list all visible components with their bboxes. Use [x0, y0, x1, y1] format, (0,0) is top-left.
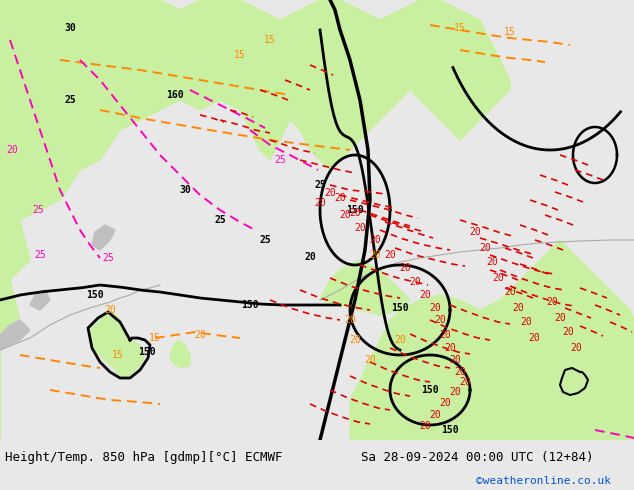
- Text: 20: 20: [6, 145, 18, 155]
- Text: 15: 15: [454, 23, 466, 33]
- Text: 20: 20: [449, 355, 461, 365]
- Text: Sa 28-09-2024 00:00 UTC (12+84): Sa 28-09-2024 00:00 UTC (12+84): [361, 451, 594, 464]
- Text: 15: 15: [234, 50, 246, 60]
- Text: 20: 20: [399, 263, 411, 273]
- Text: 20: 20: [349, 335, 361, 345]
- Text: 20: 20: [469, 227, 481, 237]
- Text: 20: 20: [349, 208, 361, 218]
- Text: ©weatheronline.co.uk: ©weatheronline.co.uk: [476, 476, 611, 486]
- Text: 20: 20: [104, 305, 116, 315]
- Text: 160: 160: [166, 90, 184, 100]
- Text: 20: 20: [344, 315, 356, 325]
- Text: 20: 20: [384, 250, 396, 260]
- Polygon shape: [0, 320, 30, 350]
- Polygon shape: [320, 260, 410, 315]
- Text: 15: 15: [149, 333, 161, 343]
- Text: 20: 20: [394, 335, 406, 345]
- Text: 20: 20: [512, 303, 524, 313]
- Polygon shape: [170, 340, 190, 368]
- Text: 20: 20: [454, 367, 466, 377]
- Text: 30: 30: [64, 23, 76, 33]
- Text: 30: 30: [179, 185, 191, 195]
- Text: 20: 20: [369, 235, 381, 245]
- Text: 150: 150: [86, 290, 104, 300]
- Text: 150: 150: [346, 205, 364, 215]
- Text: 25: 25: [34, 250, 46, 260]
- Text: 20: 20: [334, 193, 346, 203]
- Text: 25: 25: [259, 235, 271, 245]
- Text: 25: 25: [64, 95, 76, 105]
- Text: 20: 20: [409, 277, 421, 287]
- Text: 20: 20: [434, 315, 446, 325]
- Text: 20: 20: [429, 410, 441, 420]
- Text: 20: 20: [444, 343, 456, 353]
- Text: 20: 20: [194, 330, 206, 340]
- Text: 20: 20: [486, 257, 498, 267]
- Text: 150: 150: [391, 303, 409, 313]
- Text: 20: 20: [364, 355, 376, 365]
- Text: 25: 25: [32, 205, 44, 215]
- Text: 20: 20: [339, 210, 351, 220]
- Polygon shape: [92, 225, 115, 250]
- Text: 150: 150: [441, 425, 459, 435]
- Text: 20: 20: [369, 250, 381, 260]
- Text: 25: 25: [274, 155, 286, 165]
- Polygon shape: [0, 0, 510, 440]
- Text: 20: 20: [419, 421, 431, 431]
- Text: 20: 20: [439, 330, 451, 340]
- Polygon shape: [90, 310, 145, 380]
- Text: 20: 20: [570, 343, 582, 353]
- Text: 15: 15: [504, 27, 516, 37]
- Polygon shape: [558, 370, 580, 392]
- Text: 25: 25: [102, 253, 114, 263]
- Text: 150: 150: [241, 300, 259, 310]
- Text: 20: 20: [554, 313, 566, 323]
- Text: 20: 20: [492, 273, 504, 283]
- Text: 150: 150: [421, 385, 439, 395]
- Text: 20: 20: [314, 198, 326, 208]
- Polygon shape: [30, 290, 50, 310]
- Text: 20: 20: [324, 188, 336, 198]
- Text: 20: 20: [520, 317, 532, 327]
- Text: 20: 20: [546, 297, 558, 307]
- Text: 20: 20: [504, 287, 516, 297]
- Text: 20: 20: [419, 290, 431, 300]
- Polygon shape: [350, 240, 634, 440]
- Text: 15: 15: [112, 350, 124, 360]
- Text: 20: 20: [528, 333, 540, 343]
- Text: Height/Temp. 850 hPa [gdmp][°C] ECMWF: Height/Temp. 850 hPa [gdmp][°C] ECMWF: [5, 451, 283, 464]
- Text: 25: 25: [314, 180, 326, 190]
- Text: 20: 20: [354, 223, 366, 233]
- Text: 20: 20: [429, 303, 441, 313]
- Text: 20: 20: [439, 398, 451, 408]
- Text: 20: 20: [304, 252, 316, 262]
- Text: 25: 25: [214, 215, 226, 225]
- Text: 20: 20: [479, 243, 491, 253]
- Text: 15: 15: [264, 35, 276, 45]
- Text: 20: 20: [562, 327, 574, 337]
- Text: 20: 20: [449, 387, 461, 397]
- Text: 20: 20: [459, 377, 471, 387]
- Text: 150: 150: [138, 347, 156, 357]
